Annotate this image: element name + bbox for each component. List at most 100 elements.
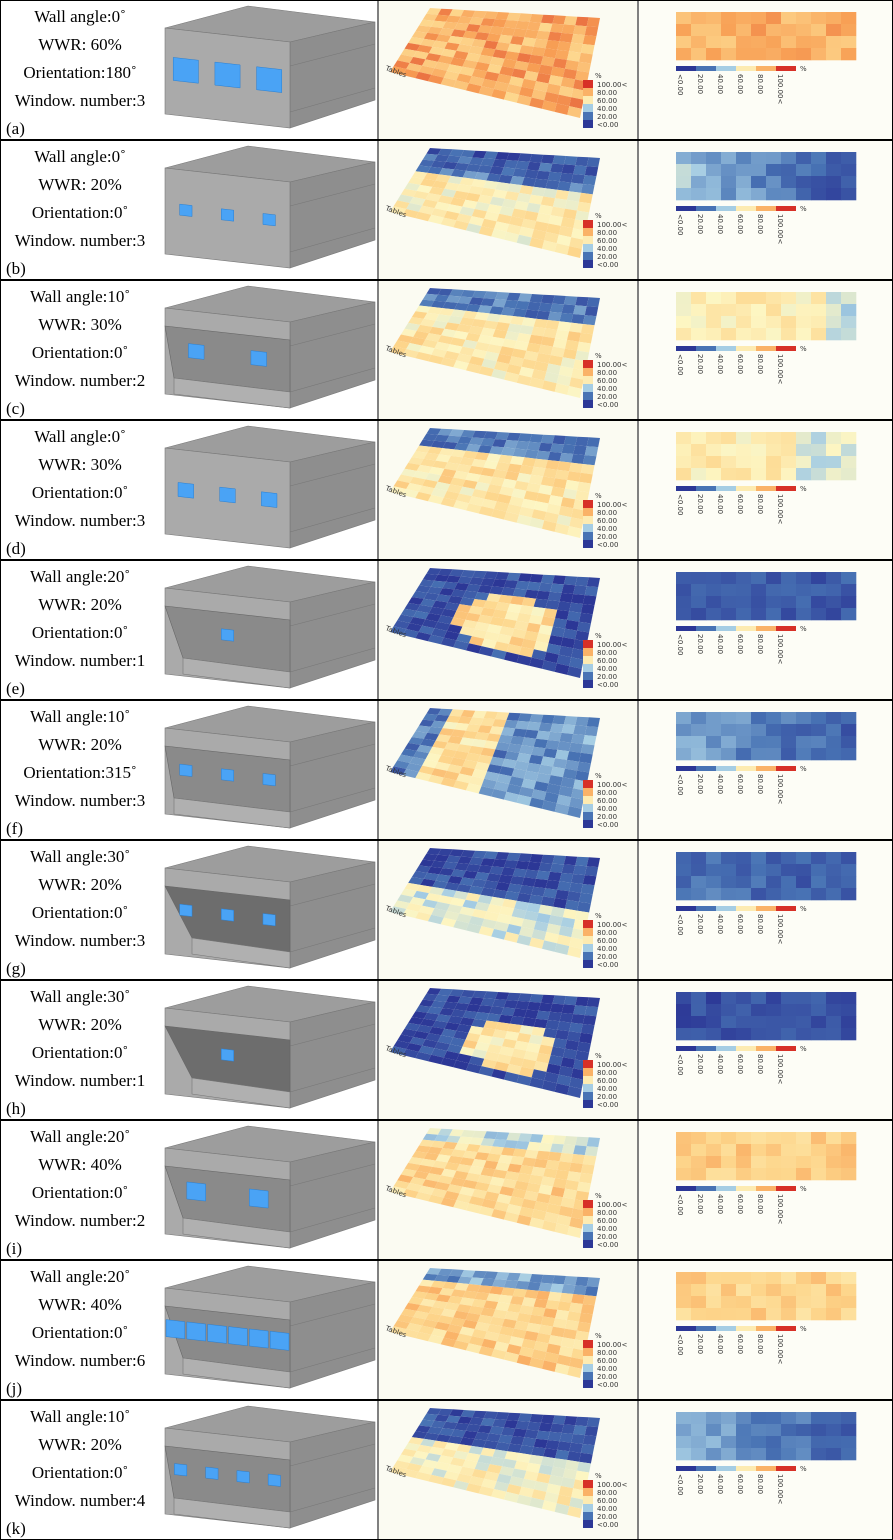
heatmap-cell: [445, 295, 461, 303]
heatmap-cell: [404, 602, 421, 611]
heatmap-cell: [562, 908, 577, 920]
legend-bar: [716, 486, 736, 491]
heatmap-cell: [415, 211, 432, 222]
plan-cell: [826, 876, 842, 889]
heatmap-cell: [506, 992, 521, 1001]
legend-label: 80.00: [756, 634, 764, 654]
plan-cell: [706, 724, 722, 737]
heatmap-cell: [510, 876, 525, 886]
heatmap-cell: [545, 320, 560, 330]
heatmap-cell: [524, 449, 539, 459]
heatmap-cell: [408, 1157, 424, 1165]
plan-cell: [751, 852, 767, 865]
heatmap-cell: [524, 29, 539, 39]
plan-cell: [766, 712, 782, 725]
heatmap-cell: [555, 1169, 570, 1180]
heatmap-cell: [409, 897, 426, 906]
heatmap-cell: [447, 875, 463, 885]
heatmap-cell: [518, 713, 532, 722]
heatmap-cell: [469, 157, 484, 166]
heatmap-cell: [453, 1030, 469, 1040]
legend-bar: [696, 1046, 716, 1051]
heatmap-cell: [582, 735, 597, 746]
heatmap-cell: [422, 1459, 438, 1469]
heatmap-cell: [550, 626, 565, 638]
heatmap-cell: [411, 1291, 428, 1299]
heatmap-cell: [483, 40, 499, 50]
heatmap-cell: [502, 1038, 517, 1049]
heatmap-cell: [526, 1421, 541, 1431]
plan-cell: [751, 584, 767, 597]
heatmap-cell: [495, 602, 510, 612]
heatmap-cell: [536, 1332, 551, 1344]
heatmap-cell: [546, 1483, 561, 1495]
heatmap-cell: [423, 452, 440, 461]
heatmap-cell: [435, 874, 451, 883]
heatmap-cell: [518, 1133, 532, 1142]
heatmap-cell: [404, 1302, 421, 1311]
parameter-text: Wall angle:10˚: [30, 707, 130, 726]
heatmap-cell: [495, 462, 510, 472]
heatmap-cell: [491, 789, 507, 800]
heatmap-cell: [569, 1077, 584, 1089]
heatmap-cell: [450, 897, 466, 907]
heatmap-cell: [491, 1489, 507, 1500]
legend-bar: [696, 346, 716, 351]
plan-cell: [691, 24, 707, 37]
heatmap-cell: [474, 761, 490, 772]
heatmap-cell: [435, 594, 451, 603]
heatmap-cell: [489, 1036, 505, 1047]
plan-cell: [736, 328, 752, 341]
heatmap-cell: [543, 188, 558, 199]
heatmap-cell: [449, 1409, 464, 1417]
heatmap-cell: [422, 13, 438, 21]
heatmap-cell: [516, 1494, 532, 1506]
heatmap-cell: [550, 303, 564, 313]
plan-cell: [811, 596, 827, 609]
heatmap-cell: [408, 737, 424, 745]
heatmap-cell: [540, 1274, 555, 1284]
heatmap-cell: [478, 506, 494, 517]
legend-label: 100.00<: [597, 921, 627, 929]
plan-cell: [841, 736, 857, 749]
heatmap-cell: [434, 294, 450, 302]
heatmap-cell: [434, 761, 451, 771]
heatmap-cell: [543, 888, 558, 899]
heatmap-cell: [521, 918, 537, 930]
plinth: [191, 937, 291, 969]
parameter-text: Window. number:2: [15, 371, 145, 390]
heatmap-cell: [428, 74, 444, 85]
heatmap-cell: [428, 886, 445, 896]
plan-cell: [796, 304, 812, 317]
heatmap-cell: [538, 624, 553, 636]
heatmap-cell: [440, 637, 457, 648]
heatmap-cell: [418, 205, 435, 215]
heatmap-cell: [562, 68, 577, 80]
heatmap-cell: [529, 1497, 545, 1509]
heatmap-cell: [496, 353, 512, 364]
heatmap-cell: [561, 1144, 576, 1154]
legend-label: 40.00: [716, 494, 724, 514]
building: [164, 1125, 376, 1249]
heatmap-cell: [569, 1302, 583, 1313]
heatmap-cell: [552, 295, 566, 305]
heatmap-cell: [582, 595, 597, 606]
heatmap-cell: [428, 1446, 445, 1456]
heatmap-cell: [453, 50, 469, 60]
heatmap-cell: [428, 46, 445, 56]
plan-cell: [691, 584, 707, 597]
heatmap-cell: [430, 1000, 446, 1009]
heatmap-cell: [420, 1018, 436, 1027]
heatmap-cell: [569, 182, 583, 193]
heatmap-cell: [428, 466, 445, 476]
plan-cell: [736, 316, 752, 329]
heatmap-cell: [538, 1002, 553, 1012]
plan-cell: [811, 316, 827, 329]
heatmap-cell: [489, 1146, 504, 1155]
heatmap-cell: [548, 1335, 563, 1346]
plan-cell: [691, 176, 707, 189]
legend-label: 60.00: [597, 937, 617, 945]
legend-label: 80.00: [597, 89, 617, 97]
heatmap-cell: [512, 868, 527, 878]
